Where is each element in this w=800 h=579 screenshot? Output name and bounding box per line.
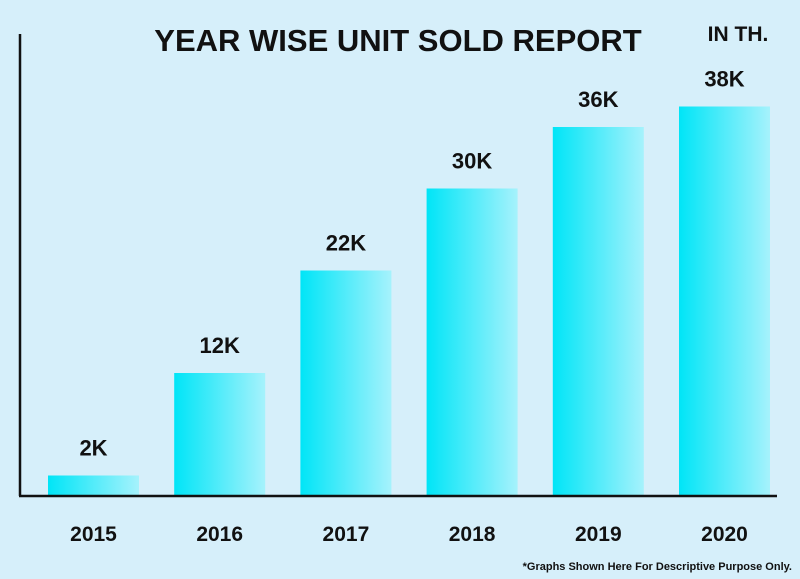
bar-2018 [426, 188, 518, 496]
x-tick-label-2020: 2020 [701, 523, 748, 546]
bar-2019 [552, 127, 644, 496]
x-tick-label-2018: 2018 [449, 523, 496, 546]
x-tick-label-2016: 2016 [196, 523, 243, 546]
x-tick-label-2017: 2017 [323, 523, 370, 546]
value-labels-group: 2K 12K 22K 30K 36K 38K [79, 67, 744, 461]
x-tick-label-2019: 2019 [575, 523, 622, 546]
footnote: *Graphs Shown Here For Descriptive Purpo… [523, 561, 792, 573]
data-label-2020: 38K [704, 67, 744, 92]
chart-title: YEAR WISE UNIT SOLD REPORT [154, 23, 641, 58]
bar-2016 [174, 373, 266, 496]
unit-label: IN TH. [708, 23, 769, 46]
bar-2020 [679, 106, 770, 496]
data-label-2015: 2K [79, 436, 107, 461]
data-label-2018: 30K [452, 149, 492, 174]
bar-2015 [48, 475, 139, 496]
data-label-2016: 12K [200, 333, 240, 358]
bars-group [48, 106, 770, 496]
data-label-2019: 36K [578, 87, 618, 112]
data-label-2017: 22K [326, 231, 366, 256]
category-labels-group: 2015 2016 2017 2018 2019 2020 [70, 523, 748, 546]
bar-2017 [300, 270, 392, 496]
x-tick-label-2015: 2015 [70, 523, 117, 546]
